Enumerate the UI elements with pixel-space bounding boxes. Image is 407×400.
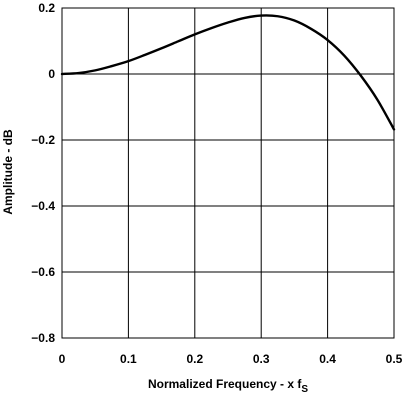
y-tick-label: −0.8 [31, 331, 55, 345]
y-axis-title: Amplitude - dB [1, 129, 15, 215]
y-tick-label: 0 [48, 67, 55, 81]
y-tick-label: 0.2 [38, 1, 55, 15]
series-line-0 [60, 14, 396, 131]
y-tick-labels: 0.2 0 −0.2 −0.4 −0.6 −0.8 [31, 1, 55, 345]
x-tick-label: 0 [59, 352, 66, 366]
x-tick-label: 0.5 [386, 352, 403, 366]
plot-frame [61, 7, 395, 339]
x-axis-title: Normalized Frequency - x fS [148, 377, 308, 395]
x-tick-label: 0.4 [319, 352, 336, 366]
x-axis-title-subscript: S [301, 384, 308, 395]
y-tick-label: −0.4 [31, 199, 55, 213]
x-tick-labels: 0 0.1 0.2 0.3 0.4 0.5 [59, 352, 403, 366]
y-tick-label: −0.6 [31, 265, 55, 279]
x-tick-label: 0.3 [253, 352, 270, 366]
x-axis-title-main: Normalized Frequency - x f [148, 377, 302, 391]
x-tick-label: 0.2 [186, 352, 203, 366]
y-tick-label: −0.2 [31, 133, 55, 147]
curve-layer [60, 14, 396, 131]
x-tick-label: 0.1 [120, 352, 137, 366]
